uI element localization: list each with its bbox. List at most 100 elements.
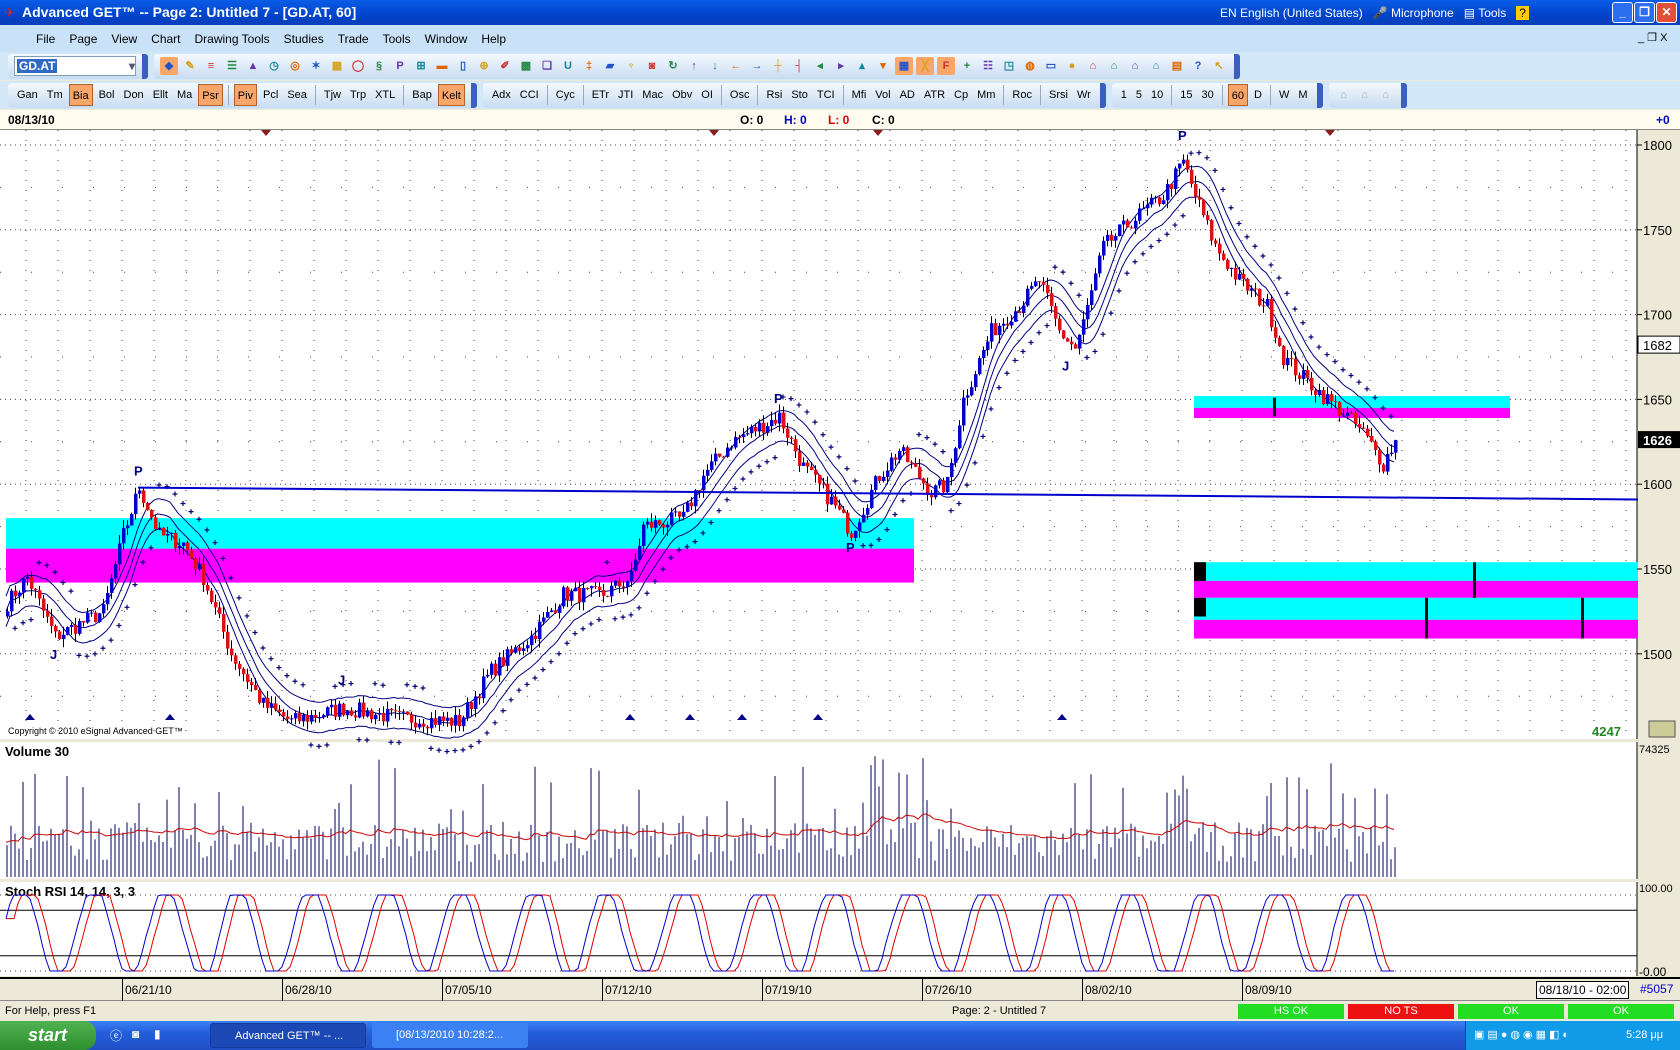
clock-icon[interactable]: ◷ bbox=[269, 60, 279, 72]
button-ellt[interactable]: Ellt bbox=[152, 89, 168, 101]
tray-icon[interactable]: ▭ bbox=[1045, 60, 1057, 72]
cursor-icon[interactable]: ◆ bbox=[160, 57, 178, 75]
menu-drawing-tools[interactable]: Drawing Tools bbox=[194, 31, 270, 46]
layout-icon[interactable]: ▩ bbox=[520, 60, 532, 72]
compress-h-icon[interactable]: ▸ bbox=[838, 60, 844, 72]
menu-window[interactable]: Window bbox=[424, 31, 468, 46]
properties-icon[interactable]: ☷ bbox=[983, 60, 993, 72]
menu-page[interactable]: Page bbox=[69, 31, 98, 46]
menu-view[interactable]: View bbox=[111, 31, 138, 46]
button-obv[interactable]: Obv bbox=[672, 89, 693, 101]
arrow-right-icon[interactable]: → bbox=[751, 60, 763, 72]
menu-help[interactable]: Help bbox=[481, 31, 506, 46]
fib-icon[interactable]: F bbox=[937, 57, 955, 75]
button-don[interactable]: Don bbox=[123, 89, 144, 101]
button-pcl[interactable]: Pcl bbox=[263, 89, 279, 101]
menu-chart[interactable]: Chart bbox=[151, 31, 181, 46]
button-d[interactable]: D bbox=[1254, 89, 1262, 101]
esk-icon[interactable]: ⌂ bbox=[1361, 89, 1368, 101]
camera-icon[interactable]: ◍ bbox=[1025, 60, 1035, 72]
copy-icon[interactable]: ❏ bbox=[542, 60, 552, 72]
button-mm[interactable]: Mm bbox=[977, 89, 996, 101]
folder-icon[interactable]: ▰ bbox=[605, 60, 615, 72]
compress-v-icon[interactable]: ▾ bbox=[880, 60, 886, 72]
crosshair-icon[interactable]: + bbox=[963, 60, 971, 72]
button-atr[interactable]: ATR bbox=[923, 89, 946, 101]
button-15[interactable]: 15 bbox=[1180, 89, 1193, 101]
start-button[interactable]: start bbox=[0, 1021, 96, 1050]
desktop-icon[interactable]: ◙ bbox=[132, 1027, 140, 1041]
button-bol[interactable]: Bol bbox=[98, 89, 115, 101]
zoom-icon[interactable]: ⊕ bbox=[479, 60, 489, 72]
button-cci[interactable]: CCI bbox=[519, 89, 539, 101]
button-sto[interactable]: Sto bbox=[791, 89, 808, 101]
elips-icon[interactable]: ◯ bbox=[351, 60, 365, 72]
compress-icon[interactable]: ‡ bbox=[585, 60, 593, 72]
button-osc[interactable]: Osc bbox=[729, 89, 750, 101]
button-wr[interactable]: Wr bbox=[1076, 89, 1091, 101]
step-down-icon[interactable]: ┤ bbox=[795, 60, 803, 72]
button-adx[interactable]: Adx bbox=[491, 89, 511, 101]
levels-icon[interactable]: ▲ bbox=[247, 60, 259, 72]
button-trp[interactable]: Trp bbox=[350, 89, 367, 101]
restore-button[interactable]: ❐ bbox=[1634, 2, 1655, 23]
button-psr[interactable]: Psr bbox=[198, 84, 223, 106]
help-icon[interactable]: ? bbox=[1516, 5, 1529, 20]
button-bia[interactable]: Bia bbox=[68, 84, 93, 106]
lines-toggle-icon[interactable]: ╳ bbox=[916, 57, 934, 75]
minimize-button[interactable]: _ bbox=[1612, 2, 1633, 23]
button-xtl[interactable]: XTL bbox=[375, 89, 396, 101]
button-10[interactable]: 10 bbox=[1151, 89, 1164, 101]
home-next-icon[interactable]: ⌂ bbox=[1152, 60, 1160, 72]
home-icon[interactable]: ⌂ bbox=[1340, 89, 1347, 101]
button-kelt[interactable]: Kelt bbox=[437, 84, 465, 106]
symbol-input[interactable]: GD.AT ▾ bbox=[14, 56, 136, 76]
tools-button[interactable]: ▤ Tools bbox=[1463, 5, 1507, 20]
pti-icon[interactable]: P bbox=[396, 60, 404, 72]
grid-icon[interactable]: ▦ bbox=[331, 60, 343, 72]
mob-icon[interactable]: ▬ bbox=[436, 60, 448, 72]
help-cursor-icon[interactable]: ↖ bbox=[1214, 60, 1224, 72]
chevron-down-icon[interactable]: ▾ bbox=[128, 59, 135, 73]
print-icon[interactable]: ▤ bbox=[1171, 60, 1183, 72]
button-mfi[interactable]: Mfi bbox=[851, 89, 867, 101]
close-button[interactable]: ✕ bbox=[1656, 2, 1677, 23]
new-window-icon[interactable]: ◳ bbox=[1003, 60, 1015, 72]
microphone-button[interactable]: 🎤 Microphone bbox=[1372, 5, 1454, 20]
wave-icon[interactable]: § bbox=[375, 60, 383, 72]
chart-area[interactable]: P P P P J J J 1800 1750 1700 1650 1600 1550 1500 1682 1… bbox=[0, 130, 1680, 976]
button-tm[interactable]: Tm bbox=[46, 89, 63, 101]
button-ad[interactable]: AD bbox=[899, 89, 915, 101]
task-esignal[interactable]: [08/13/2010 10:28:2... bbox=[372, 1023, 528, 1048]
button-srsi[interactable]: Srsi bbox=[1048, 89, 1068, 101]
home-save-icon[interactable]: ⌂ bbox=[1110, 60, 1118, 72]
tip-icon[interactable]: ? bbox=[1194, 60, 1202, 72]
button-mac[interactable]: Mac bbox=[642, 89, 664, 101]
button-tci[interactable]: TCI bbox=[816, 89, 835, 101]
button-jti[interactable]: JTI bbox=[618, 89, 634, 101]
mdi-controls[interactable]: _ ❐ X bbox=[1638, 32, 1668, 44]
menu-file[interactable]: File bbox=[36, 31, 56, 46]
arrow-down-icon[interactable]: ↓ bbox=[712, 60, 718, 72]
button-bap[interactable]: Bap bbox=[412, 89, 432, 101]
language-selector[interactable]: EN English (United States) bbox=[1220, 5, 1363, 20]
button-1[interactable]: 1 bbox=[1120, 89, 1127, 101]
tray-icons[interactable]: ▣▤●◍◉▦◧◐ bbox=[1474, 1029, 1573, 1041]
button-rsi[interactable]: Rsi bbox=[766, 89, 783, 101]
arrow-left-icon[interactable]: ← bbox=[730, 60, 742, 72]
media-icon[interactable]: ▮ bbox=[154, 1027, 161, 1041]
button-m[interactable]: M bbox=[1298, 89, 1308, 101]
button-tjw[interactable]: Tjw bbox=[323, 89, 341, 101]
expand-v-icon[interactable]: ▴ bbox=[859, 60, 865, 72]
arrow-up-icon[interactable]: ↑ bbox=[691, 60, 697, 72]
lines-icon[interactable]: ≡ bbox=[207, 60, 215, 72]
home-back-icon[interactable]: ⌂ bbox=[1131, 60, 1139, 72]
pencil-icon[interactable]: ✎ bbox=[185, 60, 195, 72]
filter-icon[interactable]: ♆ bbox=[626, 60, 636, 72]
page-save-icon[interactable]: ⌂ bbox=[1382, 89, 1389, 101]
button-30[interactable]: 30 bbox=[1201, 89, 1214, 101]
magnet-icon[interactable]: U bbox=[564, 60, 572, 72]
target-icon[interactable]: ◎ bbox=[290, 60, 300, 72]
button-ma[interactable]: Ma bbox=[176, 89, 193, 101]
button-roc[interactable]: Roc bbox=[1012, 89, 1032, 101]
